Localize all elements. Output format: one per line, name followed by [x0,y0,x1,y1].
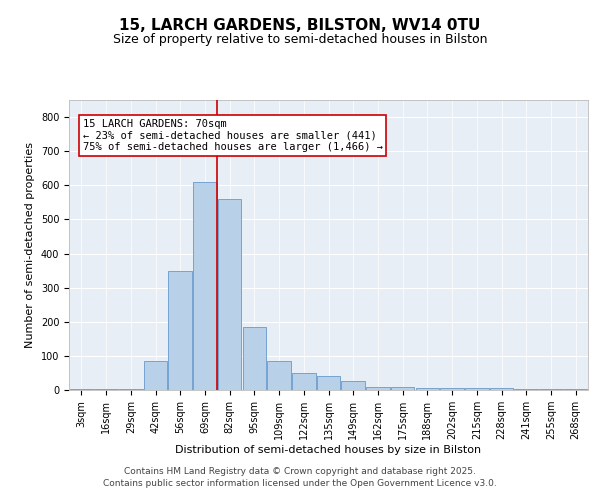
Bar [440,388,464,390]
Bar [218,199,241,390]
Text: 15 LARCH GARDENS: 70sqm
← 23% of semi-detached houses are smaller (441)
75% of s: 15 LARCH GARDENS: 70sqm ← 23% of semi-de… [83,119,383,152]
Bar [465,388,488,390]
Bar [490,388,513,390]
Bar [317,376,340,390]
Bar [268,361,291,390]
Bar [193,182,217,390]
Text: 15, LARCH GARDENS, BILSTON, WV14 0TU: 15, LARCH GARDENS, BILSTON, WV14 0TU [119,18,481,32]
Bar [366,388,389,390]
Y-axis label: Number of semi-detached properties: Number of semi-detached properties [25,142,35,348]
Bar [416,388,439,390]
Bar [292,373,316,390]
Bar [391,388,415,390]
Bar [242,327,266,390]
Bar [169,270,192,390]
Bar [341,382,365,390]
Bar [144,361,167,390]
Text: Contains HM Land Registry data © Crown copyright and database right 2025.
Contai: Contains HM Land Registry data © Crown c… [103,466,497,487]
X-axis label: Distribution of semi-detached houses by size in Bilston: Distribution of semi-detached houses by … [175,445,482,455]
Text: Size of property relative to semi-detached houses in Bilston: Size of property relative to semi-detach… [113,32,487,46]
